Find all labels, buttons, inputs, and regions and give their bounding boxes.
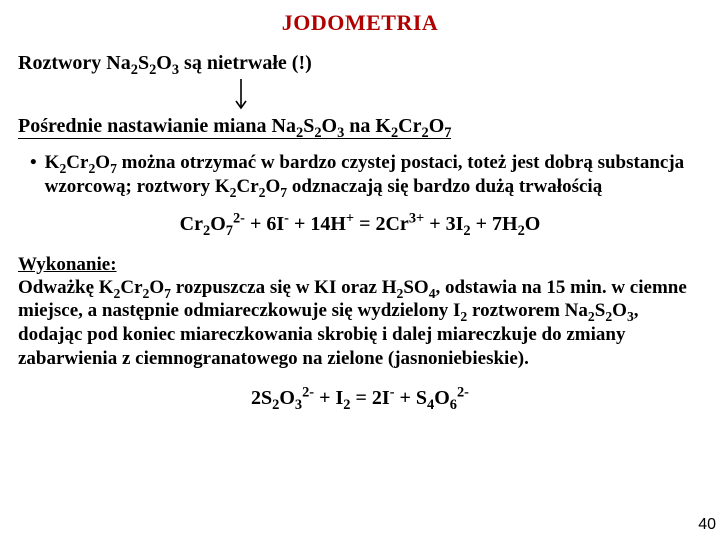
bullet-p1: K — [45, 152, 60, 173]
equation-2: 2S2O32- + I2 = 2I- + S4O62- — [18, 387, 702, 410]
wyk-p2: rozpuszcza się w KI oraz H — [171, 277, 397, 298]
sub-2b: 2 — [149, 62, 156, 78]
eq2-d: + S — [394, 387, 427, 409]
intro-pre: Roztwory Na — [18, 52, 131, 74]
equation-1: Cr2O72- + 6I- + 14H+ = 2Cr3+ + 3I2 + 7H2… — [18, 213, 702, 236]
sub-2: 2 — [131, 62, 138, 78]
subtitle-underlined: Pośrednie nastawianie miana Na2S2O3 na K… — [18, 115, 451, 139]
eq1-d: = 2Cr — [354, 213, 409, 235]
wyk-p4: roztworem Na — [467, 300, 588, 321]
bullet-p3: odznaczają się bardzo dużą trwałością — [287, 176, 602, 197]
page-title: JODOMETRIA — [18, 10, 702, 36]
eq1-g: O — [525, 213, 541, 235]
intro-post: są nietrwałe (!) — [179, 52, 312, 74]
line2-mid: na K — [344, 115, 391, 137]
eq1-e: + 3I — [424, 213, 463, 235]
eq1-b: + 6I — [245, 213, 284, 235]
line2-pre: Pośrednie nastawianie miana Na — [18, 115, 296, 137]
eq2-a: 2S — [251, 387, 272, 409]
eq1-f: + 7H — [471, 213, 518, 235]
eq2-b: + I — [314, 387, 343, 409]
bullet-mark-icon: • — [30, 151, 37, 199]
arrow-container — [18, 79, 702, 115]
eq1-c: + 14H — [289, 213, 346, 235]
wyk-p1: Odważkę K — [18, 277, 114, 298]
bullet-item: • K2Cr2O7 można otrzymać w bardzo czyste… — [30, 151, 702, 199]
procedure-heading: Wykonanie: — [18, 254, 702, 276]
sub-3: 3 — [172, 62, 179, 78]
procedure-body: Odważkę K2Cr2O7 rozpuszcza się w KI oraz… — [18, 276, 702, 371]
page-number: 40 — [698, 516, 716, 534]
intro-line: Roztwory Na2S2O3 są nietrwałe (!) — [18, 52, 702, 75]
eq1-a: Cr — [180, 213, 203, 235]
eq2-c: = 2I — [351, 387, 390, 409]
down-arrow-icon — [233, 77, 253, 113]
bullet-text: K2Cr2O7 można otrzymać w bardzo czystej … — [45, 151, 702, 199]
